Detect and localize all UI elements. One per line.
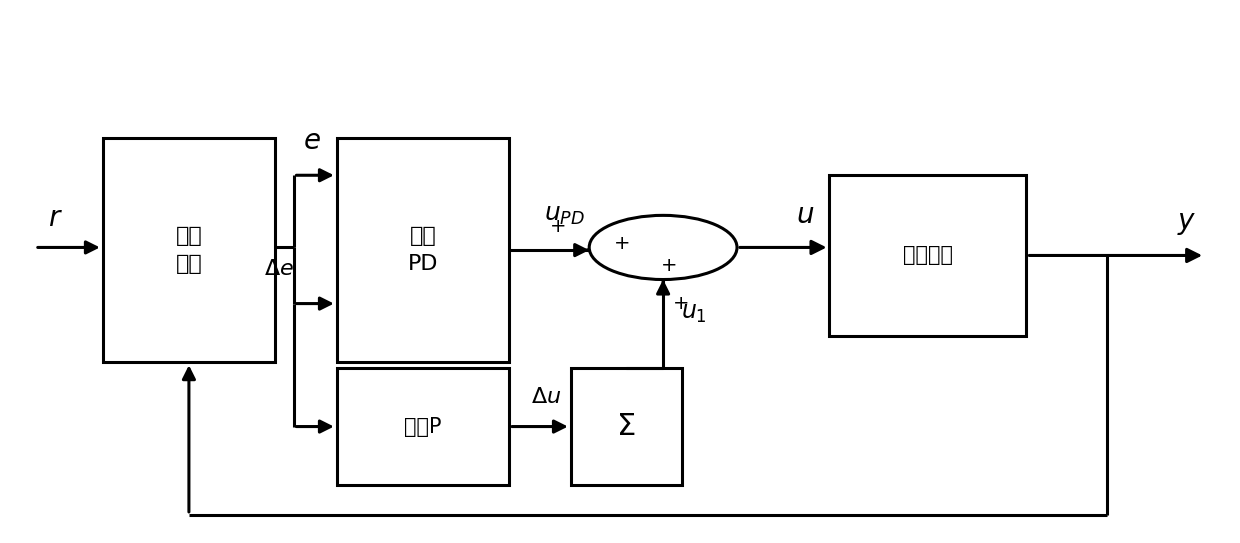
Text: 模糊P: 模糊P bbox=[404, 416, 441, 437]
Bar bbox=[830, 175, 1027, 336]
Text: +: + bbox=[614, 233, 631, 252]
Text: $\Sigma$: $\Sigma$ bbox=[616, 412, 636, 441]
Text: +: + bbox=[551, 217, 567, 236]
Text: $r$: $r$ bbox=[48, 204, 63, 232]
Text: $u_1$: $u_1$ bbox=[681, 301, 707, 325]
Text: $y$: $y$ bbox=[1177, 210, 1197, 237]
Bar bbox=[103, 138, 275, 362]
Text: $\Delta u$: $\Delta u$ bbox=[531, 387, 562, 407]
Text: 比较
处理: 比较 处理 bbox=[176, 226, 202, 274]
Bar bbox=[337, 138, 510, 362]
Text: +: + bbox=[661, 256, 677, 275]
Text: $\Delta e$: $\Delta e$ bbox=[264, 259, 294, 279]
Text: $u_{PD}$: $u_{PD}$ bbox=[544, 204, 585, 228]
Text: $e$: $e$ bbox=[303, 127, 321, 155]
Bar bbox=[570, 368, 682, 485]
Text: 被控对象: 被控对象 bbox=[903, 245, 952, 266]
Text: $u$: $u$ bbox=[796, 201, 813, 229]
Text: 模糊
PD: 模糊 PD bbox=[408, 226, 438, 274]
Text: +: + bbox=[673, 294, 689, 313]
Bar bbox=[337, 368, 510, 485]
